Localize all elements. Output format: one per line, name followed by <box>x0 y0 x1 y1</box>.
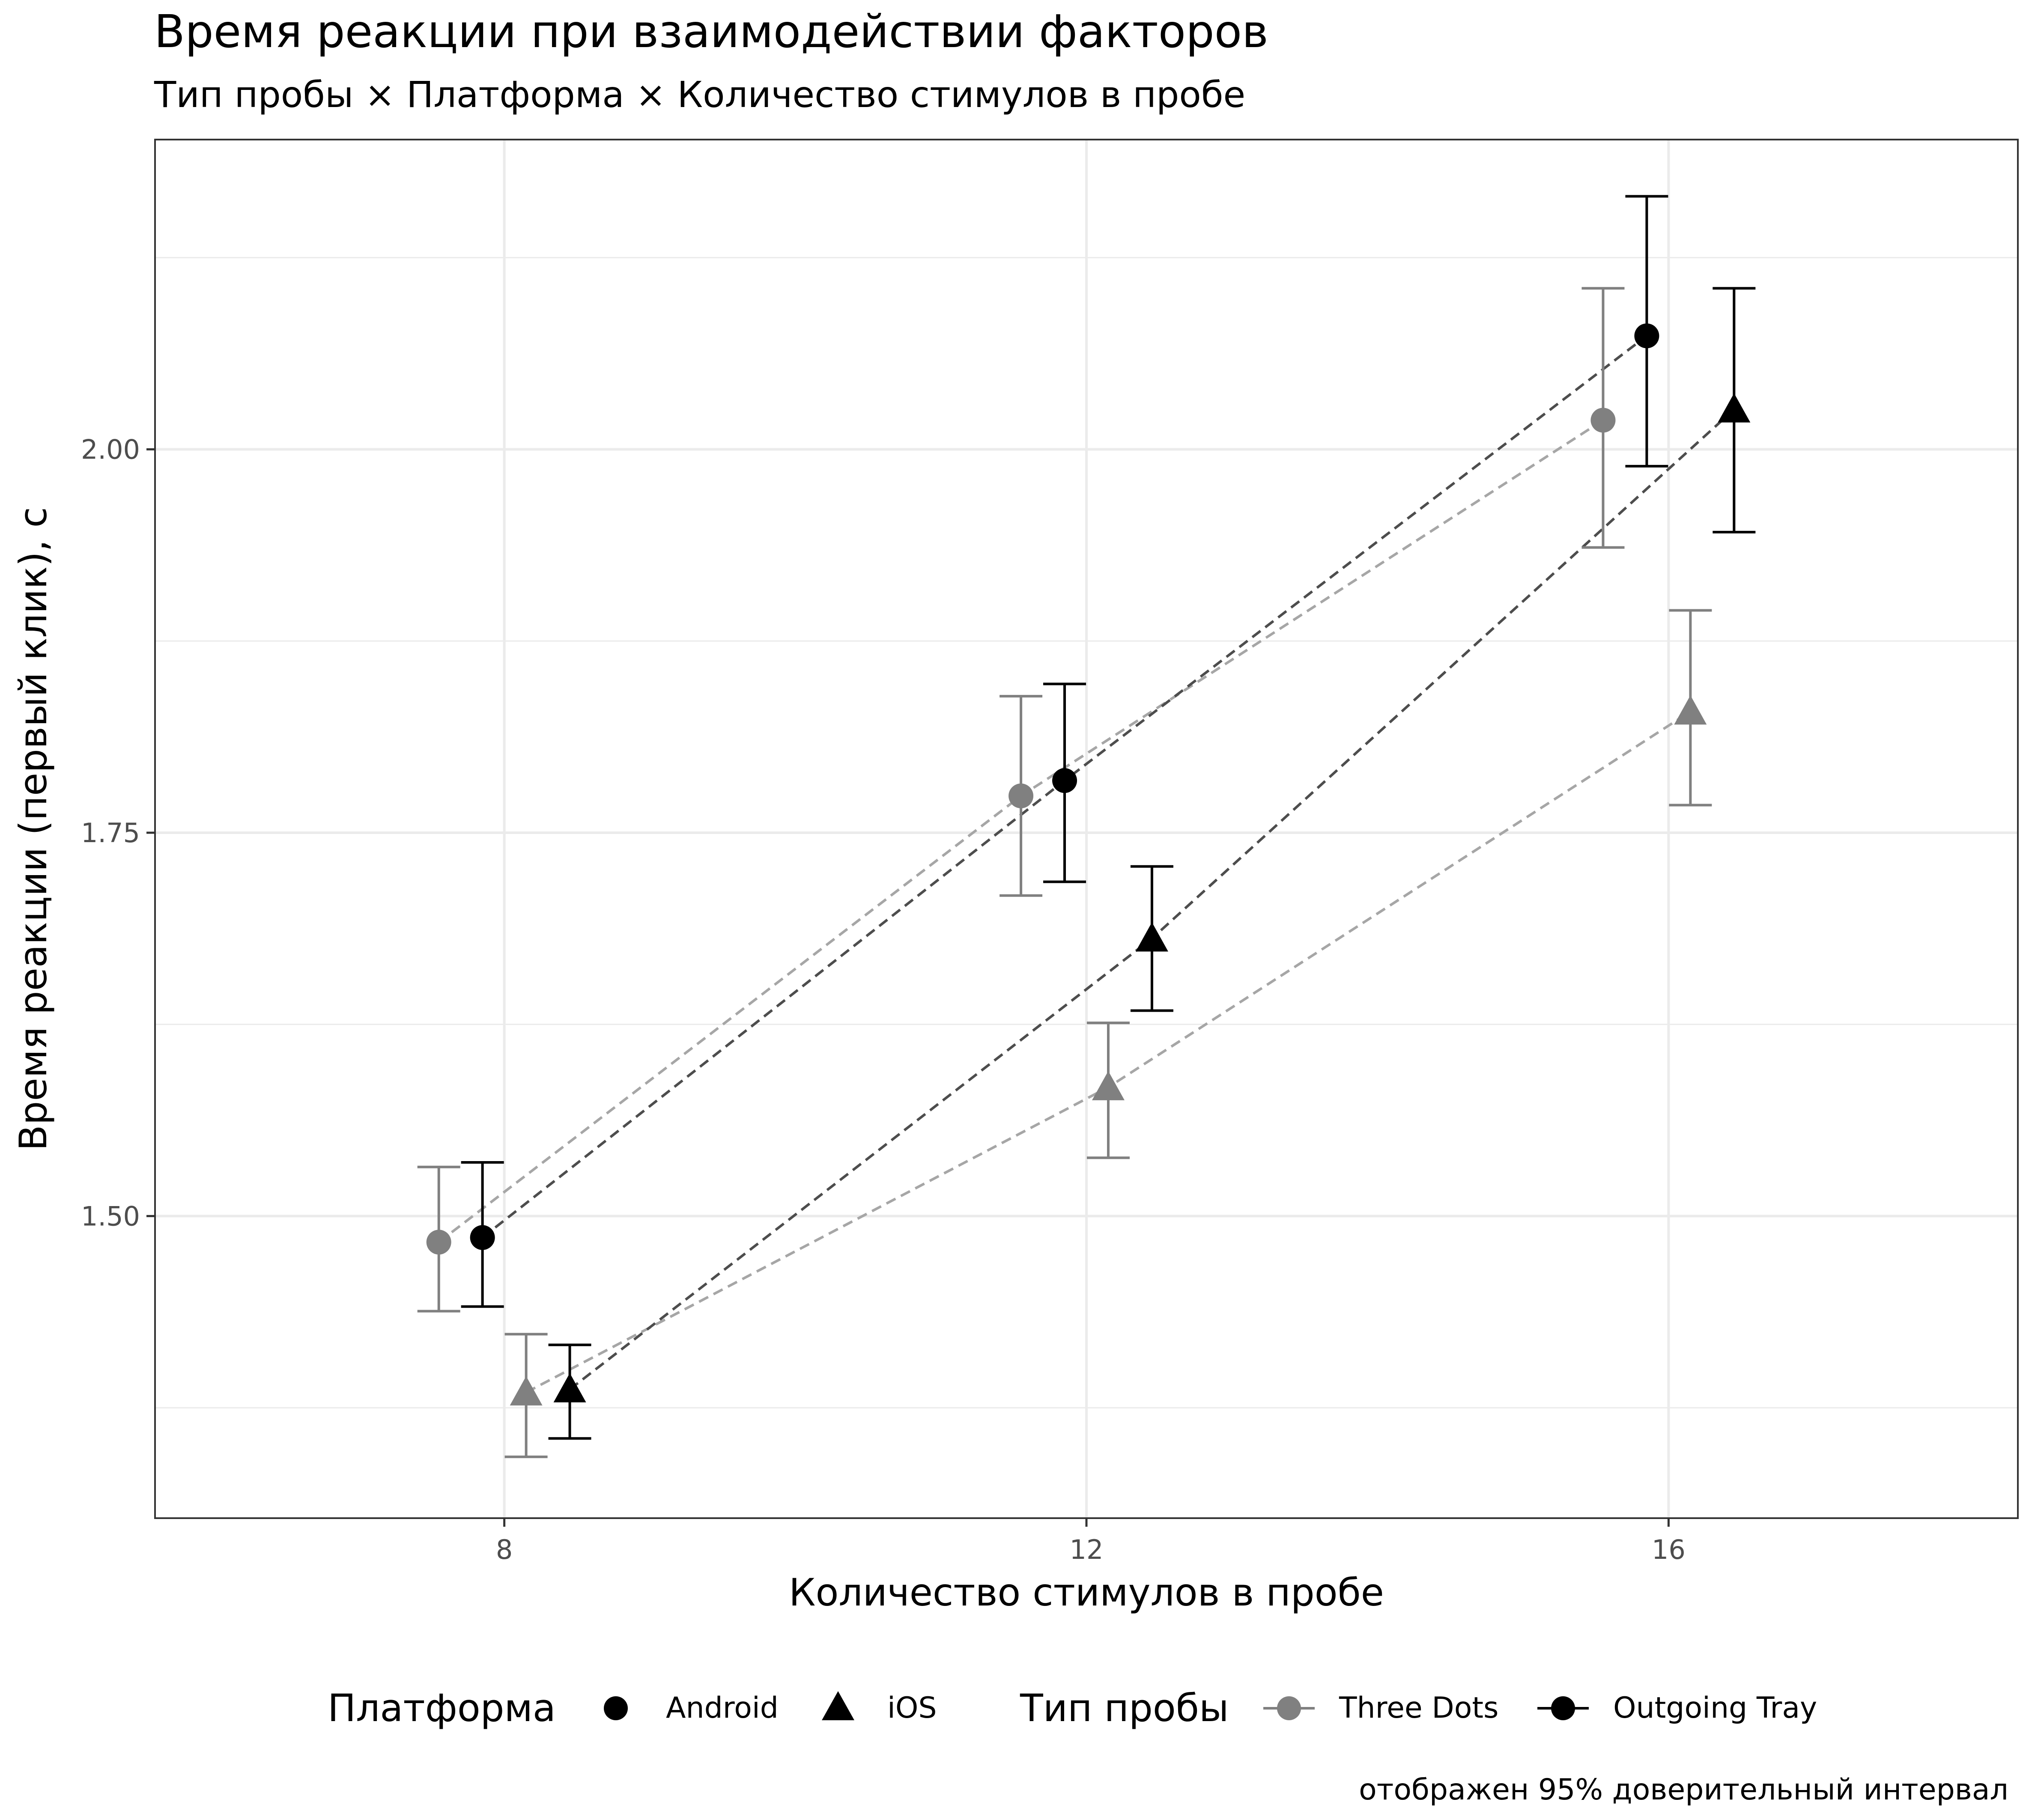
legend-key-three-dots-circle <box>1277 1696 1301 1720</box>
data-point-circle <box>470 1225 495 1250</box>
legend-label-outgoing-tray: Outgoing Tray <box>1613 1691 1817 1725</box>
x-axis-label: Количество стимулов в пробе <box>789 1570 1384 1614</box>
y-axis-ticks: 1.50 1.75 2.00 <box>81 434 155 1232</box>
chart-subtitle: Тип пробы × Платформа × Количество стиму… <box>154 74 1245 116</box>
data-point-circle <box>1590 408 1616 433</box>
legend-key-ios-triangle <box>822 1691 854 1720</box>
x-axis-ticks: 8 12 16 <box>496 1518 1686 1565</box>
data-point-triangle <box>553 1373 586 1403</box>
data-point-circle <box>426 1230 451 1255</box>
data-point-circle <box>1052 768 1077 793</box>
data-point-triangle <box>510 1376 543 1406</box>
data-point-triangle <box>1718 393 1751 423</box>
legend: Платформа Android iOS Тип пробы Three Do… <box>328 1686 1817 1730</box>
legend-title-platform: Платформа <box>328 1686 556 1730</box>
y-tick-label: 1.50 <box>81 1200 140 1232</box>
grid <box>155 140 2018 1518</box>
chart-caption: отображен 95% доверительный интервал <box>1359 1773 2008 1807</box>
legend-title-type: Тип пробы <box>1020 1686 1229 1730</box>
legend-key-android-circle <box>604 1696 628 1720</box>
x-tick-label: 8 <box>496 1534 513 1565</box>
x-tick-label: 16 <box>1652 1534 1686 1565</box>
data-point-circle <box>1009 783 1034 808</box>
legend-label-three-dots: Three Dots <box>1339 1691 1498 1725</box>
legend-label-ios: iOS <box>887 1691 937 1725</box>
data-point-triangle <box>1092 1071 1125 1100</box>
legend-key-outgoing-tray-circle <box>1551 1696 1575 1720</box>
y-axis-label: Время реакции (первый клик), с <box>11 507 55 1151</box>
data-points <box>426 323 1751 1406</box>
legend-label-android: Android <box>666 1691 779 1725</box>
data-point-triangle <box>1674 695 1707 725</box>
chart-title: Время реакции при взаимодействии факторо… <box>154 6 1268 58</box>
x-tick-label: 12 <box>1070 1534 1104 1565</box>
data-point-triangle <box>1135 922 1168 952</box>
y-tick-label: 2.00 <box>81 434 140 465</box>
y-tick-label: 1.75 <box>81 817 140 849</box>
data-point-circle <box>1634 323 1659 349</box>
